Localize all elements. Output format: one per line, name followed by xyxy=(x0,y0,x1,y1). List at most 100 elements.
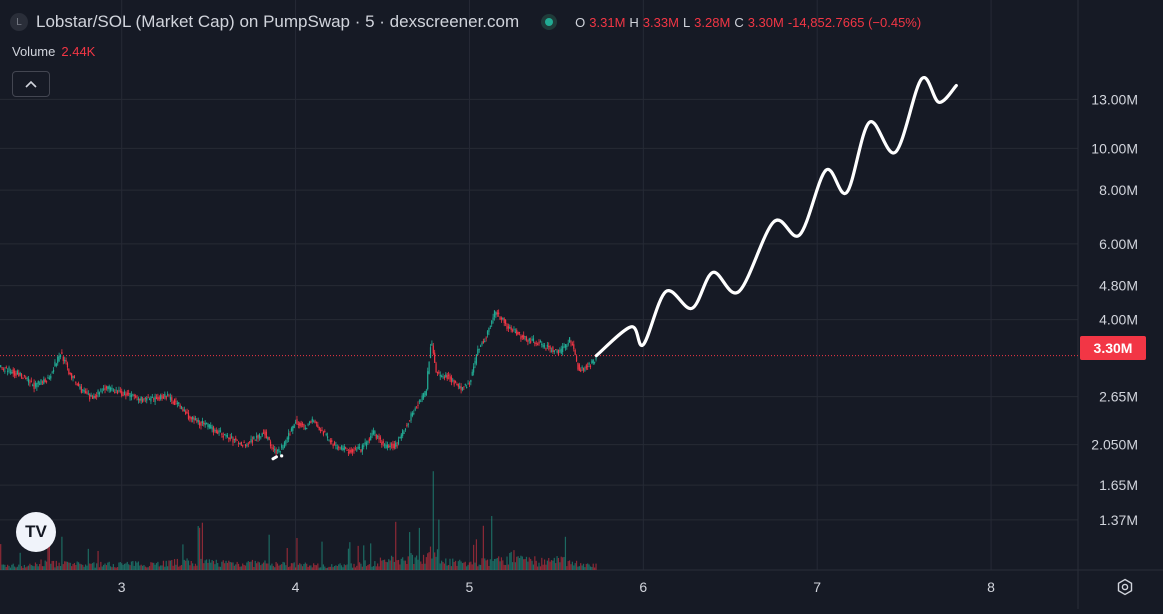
candle-body xyxy=(157,397,159,401)
volume-bar xyxy=(496,557,498,570)
candle-body xyxy=(83,390,85,392)
volume-bar xyxy=(324,566,326,570)
volume-bar xyxy=(242,563,244,570)
volume-bar xyxy=(447,564,450,570)
candle-body xyxy=(290,428,293,432)
candle-body xyxy=(59,354,62,357)
candle-body xyxy=(503,318,505,324)
volume-bar xyxy=(183,559,185,570)
candle-body xyxy=(403,432,405,434)
market-status-icon xyxy=(541,14,558,30)
tradingview-logo[interactable]: TV xyxy=(16,512,56,552)
candle-body xyxy=(40,379,42,385)
candle-body xyxy=(132,394,134,396)
chart-legend: L Lobstar/SOL (Market Cap) on PumpSwap ·… xyxy=(10,10,921,34)
volume-bar xyxy=(144,566,146,570)
candle-body xyxy=(2,368,5,370)
volume-bar xyxy=(542,564,544,570)
volume-bar xyxy=(224,563,226,570)
volume-bar xyxy=(511,562,514,570)
candle-body xyxy=(307,424,309,426)
candle-body xyxy=(364,441,366,445)
candle-body xyxy=(54,361,56,367)
candle-body xyxy=(224,434,226,436)
volume-bar xyxy=(432,471,434,570)
candle-body xyxy=(505,319,507,324)
volume-bar xyxy=(546,560,548,570)
candle-body xyxy=(320,429,322,432)
candle-body xyxy=(446,375,448,379)
volume-bar xyxy=(18,564,20,570)
candle-body xyxy=(530,341,532,343)
volume-bar xyxy=(147,567,149,570)
volume-bar xyxy=(210,562,212,570)
candle-body xyxy=(114,391,116,394)
candle-body xyxy=(343,446,345,451)
volume-bar xyxy=(19,552,21,570)
volume-bar xyxy=(422,554,425,570)
volume-bar xyxy=(178,566,180,570)
volume-bar xyxy=(365,566,368,570)
candle-body xyxy=(115,389,117,391)
candle-body xyxy=(214,429,216,431)
candle-body xyxy=(514,331,516,333)
candle-body xyxy=(139,398,141,401)
candle-body xyxy=(594,361,596,363)
candle-body xyxy=(57,356,59,364)
candle-body xyxy=(233,439,235,441)
volume-bar xyxy=(288,567,290,570)
candle-body xyxy=(23,375,25,377)
volume-bar xyxy=(101,566,103,570)
volume-bar xyxy=(116,567,119,570)
candle-body xyxy=(161,394,163,399)
volume-bar xyxy=(333,566,336,570)
candle-body xyxy=(260,436,262,438)
volume-bar xyxy=(253,566,255,570)
candle-body xyxy=(354,448,356,450)
candle-body xyxy=(68,369,70,374)
volume-bar xyxy=(434,552,436,570)
candle-body xyxy=(76,383,78,385)
volume-bar xyxy=(194,563,197,570)
candle-body xyxy=(591,360,593,364)
candle-body xyxy=(294,422,297,424)
volume-bar xyxy=(386,562,388,570)
candle-body xyxy=(171,397,173,401)
volume-bar xyxy=(523,559,525,570)
volume-bar xyxy=(169,560,171,570)
volume-bar xyxy=(94,567,96,570)
volume-bar xyxy=(570,564,572,570)
volume-bar xyxy=(349,542,351,570)
candle-body xyxy=(94,395,96,398)
candle-body xyxy=(64,359,66,361)
candle-body xyxy=(119,390,121,392)
volume-bar xyxy=(308,565,311,570)
volume-bar xyxy=(268,534,270,570)
candle-body xyxy=(25,377,27,380)
candle-body xyxy=(498,312,500,315)
candle-body xyxy=(189,416,191,419)
candle-body xyxy=(392,443,394,449)
volume-bar xyxy=(205,559,208,570)
volume-bar xyxy=(276,563,279,570)
candle-body xyxy=(538,341,540,345)
volume-bar xyxy=(393,561,395,570)
settings-button[interactable] xyxy=(1114,576,1136,598)
volume-bar xyxy=(374,561,376,570)
collapse-legend-button[interactable] xyxy=(12,71,50,97)
volume-bar xyxy=(150,562,152,570)
volume-bar xyxy=(467,564,469,570)
candle-body xyxy=(296,419,298,424)
volume-bar xyxy=(420,561,422,570)
volume-bar xyxy=(151,562,153,570)
candle-body xyxy=(585,365,587,369)
volume-bar xyxy=(52,560,55,570)
candle-body xyxy=(30,380,32,382)
volume-bar xyxy=(443,563,446,570)
volume-bar xyxy=(559,562,561,570)
chart-title[interactable]: Lobstar/SOL (Market Cap) on PumpSwap · 5… xyxy=(36,12,520,31)
volume-bar xyxy=(415,555,418,570)
candle-body xyxy=(477,349,479,355)
